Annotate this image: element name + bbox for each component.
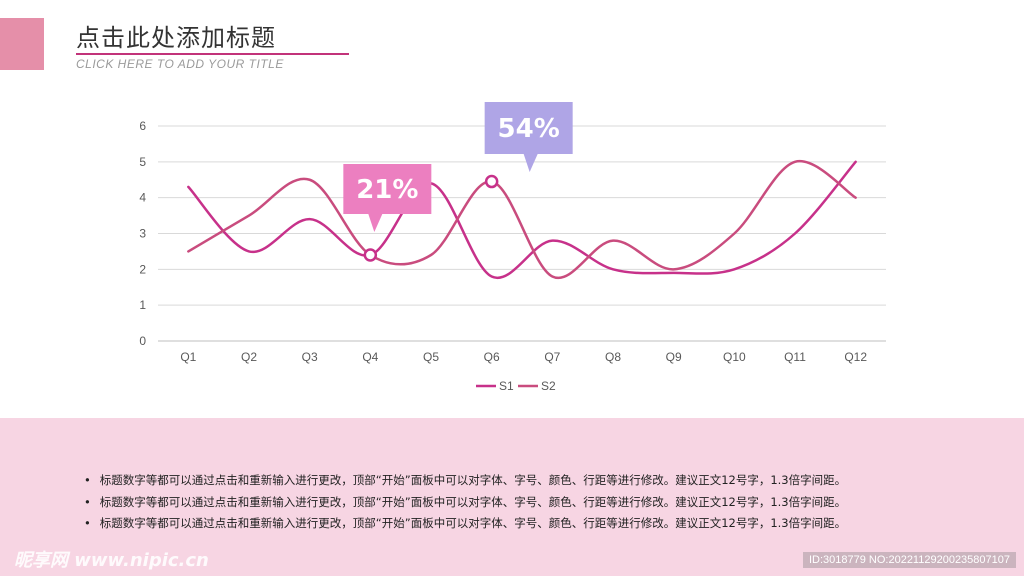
data-point-marker (484, 174, 499, 189)
page-title[interactable]: 点击此处添加标题 (76, 24, 276, 52)
footer-panel: 标题数字等都可以通过点击和重新输入进行更改，顶部“开始”面板中可以对字体、字号、… (0, 418, 1024, 576)
watermark-logo: 昵享网 www.nipic.cn (14, 550, 209, 571)
x-tick-label: Q6 (484, 350, 500, 364)
x-tick-label: Q10 (723, 350, 746, 364)
x-tick-label: Q5 (423, 350, 439, 364)
callout-box (343, 164, 432, 232)
y-tick-label: 5 (139, 155, 146, 169)
x-tick-label: Q11 (784, 350, 806, 364)
y-tick-label: 0 (139, 334, 146, 348)
bullet-item[interactable]: 标题数字等都可以通过点击和重新输入进行更改，顶部“开始”面板中可以对字体、字号、… (84, 513, 846, 535)
y-tick-label: 6 (139, 119, 146, 133)
bullet-list: 标题数字等都可以通过点击和重新输入进行更改，顶部“开始”面板中可以对字体、字号、… (84, 470, 846, 535)
watermark-id: ID:3018779 NO:20221129200235807107 (802, 552, 1016, 568)
series-line-s2 (187, 160, 857, 280)
x-tick-label: Q4 (362, 350, 378, 364)
data-point-marker (363, 248, 378, 262)
page-subtitle[interactable]: CLICK HERE TO ADD YOUR TITLE (76, 57, 284, 71)
y-tick-label: 2 (139, 262, 146, 276)
x-tick-label: Q7 (544, 350, 560, 364)
title-underline (76, 53, 349, 55)
legend-label-s2: S2 (541, 379, 556, 393)
line-chart: 0 1 2 3 4 5 6 Q1 Q2 Q3 Q4 Q5 Q6 Q7 Q8 Q9 Q10 Q11 Q12 21% 54%… (139, 102, 886, 393)
y-tick-label: 3 (139, 227, 146, 241)
x-tick-label: Q3 (302, 350, 318, 364)
callout-box (484, 102, 573, 172)
legend-label-s1: S1 (499, 379, 514, 393)
bullet-item[interactable]: 标题数字等都可以通过点击和重新输入进行更改，顶部“开始”面板中可以对字体、字号、… (84, 492, 846, 514)
series-line-s1 (187, 160, 857, 280)
x-tick-label: Q12 (844, 350, 867, 364)
x-tick-label: Q2 (241, 350, 257, 364)
y-tick-label: 1 (139, 298, 146, 312)
x-tick-label: Q9 (666, 350, 682, 364)
callout-label: 21% (356, 175, 418, 205)
title-accent-block (0, 18, 44, 70)
callout-label: 54% (498, 114, 560, 144)
x-tick-label: Q1 (180, 350, 196, 364)
bullet-item[interactable]: 标题数字等都可以通过点击和重新输入进行更改，顶部“开始”面板中可以对字体、字号、… (84, 470, 846, 492)
x-tick-label: Q8 (605, 350, 621, 364)
y-tick-label: 4 (139, 191, 146, 205)
